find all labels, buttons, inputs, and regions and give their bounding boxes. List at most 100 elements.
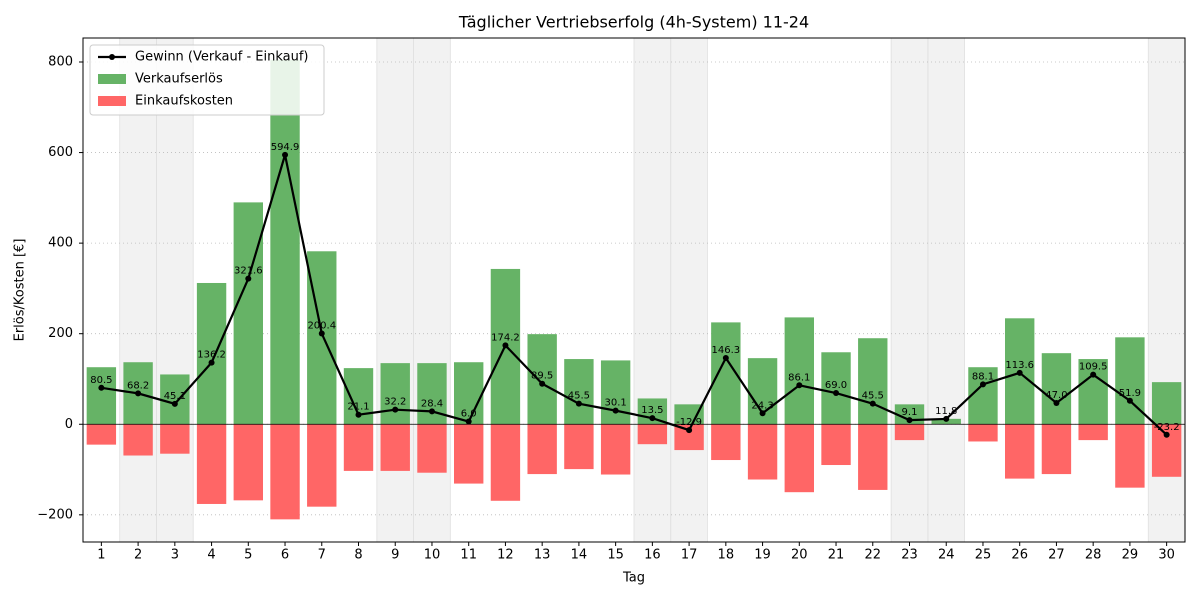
- value-label: -23.2: [1154, 422, 1180, 433]
- value-label: 89.5: [531, 371, 553, 382]
- bar: [527, 424, 557, 475]
- profit-marker: [465, 418, 472, 425]
- legend-label: Einkaufskosten: [135, 94, 233, 109]
- profit-marker: [722, 355, 729, 362]
- bar: [600, 360, 631, 425]
- y-tick-label: −200: [37, 507, 73, 522]
- profit-marker: [1016, 369, 1023, 376]
- bar: [747, 424, 778, 480]
- value-label: 9.1: [902, 407, 918, 418]
- value-label: 45.5: [568, 391, 590, 402]
- profit-marker: [1126, 397, 1133, 404]
- highlight-band: [927, 37, 965, 543]
- legend-label: Verkaufserlös: [135, 72, 223, 87]
- profit-marker: [135, 390, 142, 397]
- x-tick-label: 14: [571, 548, 588, 563]
- bar: [711, 424, 741, 461]
- highlight-band: [156, 37, 194, 543]
- profit-marker: [355, 411, 362, 418]
- profit-marker: [759, 410, 766, 417]
- bar: [86, 424, 117, 445]
- bar: [1151, 382, 1182, 425]
- x-tick-label: 5: [244, 548, 252, 563]
- legend-marker: [109, 54, 115, 60]
- bar: [307, 251, 337, 425]
- bar: [968, 367, 998, 425]
- bar: [343, 424, 374, 471]
- value-label: 109.5: [1079, 362, 1108, 373]
- value-label: 86.1: [788, 372, 810, 383]
- x-tick-label: 19: [754, 548, 771, 563]
- profit-marker: [282, 151, 289, 158]
- highlight-band: [890, 37, 929, 543]
- x-tick-label: 9: [391, 548, 399, 563]
- x-tick-label: 20: [791, 548, 808, 563]
- highlight-band: [119, 37, 157, 543]
- x-tick-label: 24: [938, 548, 955, 563]
- x-tick-label: 10: [424, 548, 441, 563]
- y-tick-label: 800: [48, 55, 73, 70]
- bar: [1005, 424, 1035, 479]
- bar: [270, 59, 300, 425]
- profit-marker: [208, 359, 215, 366]
- bar: [821, 424, 851, 466]
- bar: [784, 317, 814, 425]
- value-label: 200.4: [307, 321, 336, 332]
- profit-marker: [539, 380, 546, 387]
- bar: [1078, 359, 1108, 425]
- value-label: 594.9: [271, 142, 300, 153]
- bar: [1041, 353, 1072, 425]
- bar: [968, 424, 998, 442]
- x-tick-label: 12: [497, 548, 514, 563]
- highlight-band: [670, 37, 708, 543]
- bar: [380, 363, 410, 425]
- profit-marker: [869, 400, 876, 407]
- x-tick-label: 22: [864, 548, 881, 563]
- bar: [858, 338, 888, 425]
- bar: [1115, 424, 1145, 488]
- value-label: 174.2: [491, 332, 520, 343]
- value-label: 21.1: [347, 402, 369, 413]
- profit-marker: [318, 330, 325, 337]
- bar: [196, 424, 227, 504]
- profit-line: [101, 154, 1168, 436]
- profit-marker: [906, 417, 913, 424]
- value-label: 32.2: [384, 397, 406, 408]
- bar: [600, 424, 631, 475]
- value-label: 136.2: [197, 350, 226, 361]
- profit-marker: [833, 390, 840, 397]
- x-tick-label: 29: [1122, 548, 1139, 563]
- bar: [123, 424, 153, 456]
- bar: [86, 367, 117, 425]
- value-label: 113.6: [1005, 360, 1034, 371]
- profit-marker: [428, 408, 435, 415]
- value-label: 80.5: [90, 375, 112, 386]
- bar: [454, 424, 484, 484]
- highlight-band: [633, 37, 672, 543]
- x-tick-label: 11: [460, 548, 477, 563]
- value-label: 30.1: [605, 398, 627, 409]
- value-label: 45.5: [862, 391, 884, 402]
- profit-marker: [943, 415, 950, 422]
- bar: [1041, 424, 1072, 475]
- profit-marker: [245, 275, 252, 282]
- x-tick-label: 26: [1011, 548, 1028, 563]
- value-label: 13.5: [641, 405, 663, 416]
- y-tick-label: 0: [65, 417, 73, 432]
- x-tick-label: 1: [97, 548, 105, 563]
- bar: [784, 424, 814, 493]
- bar: [637, 424, 668, 445]
- x-tick-label: 16: [644, 548, 661, 563]
- y-axis-label: Erlös/Kosten [€]: [13, 239, 28, 342]
- profit-marker: [1163, 431, 1170, 438]
- profit-marker: [612, 407, 619, 414]
- bar: [454, 362, 484, 425]
- profit-marker: [686, 427, 693, 434]
- plot-frame: [82, 37, 1186, 543]
- value-label: 321.6: [234, 266, 263, 277]
- profit-marker: [796, 382, 803, 389]
- x-tick-label: 30: [1158, 548, 1175, 563]
- legend-label: Gewinn (Verkauf - Einkauf): [135, 50, 308, 65]
- x-tick-label: 8: [354, 548, 362, 563]
